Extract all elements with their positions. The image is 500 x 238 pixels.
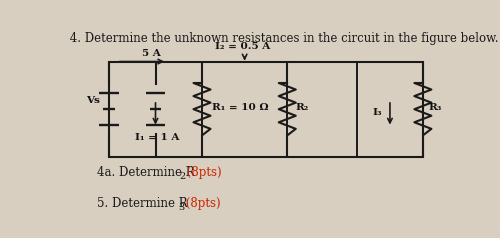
Text: I₃: I₃ xyxy=(372,108,382,117)
Text: (8pts): (8pts) xyxy=(184,166,222,179)
Text: R₁ = 10 Ω: R₁ = 10 Ω xyxy=(212,103,268,112)
Text: 2: 2 xyxy=(180,172,186,180)
Text: Vs: Vs xyxy=(86,95,101,104)
Text: 3: 3 xyxy=(178,203,184,212)
Text: R₃: R₃ xyxy=(428,103,442,112)
Text: (8pts): (8pts) xyxy=(182,197,220,210)
Text: 4. Determine the unknown resistances in the circuit in the figure below.: 4. Determine the unknown resistances in … xyxy=(66,32,499,45)
Text: I₁ = 1 A: I₁ = 1 A xyxy=(135,133,180,142)
Text: 4a. Determine R: 4a. Determine R xyxy=(98,166,195,179)
Text: I₂ = 0.5 A: I₂ = 0.5 A xyxy=(215,42,270,50)
Text: R₂: R₂ xyxy=(295,103,308,112)
Text: 5. Determine R: 5. Determine R xyxy=(98,197,188,210)
Text: 5 A: 5 A xyxy=(142,49,161,58)
